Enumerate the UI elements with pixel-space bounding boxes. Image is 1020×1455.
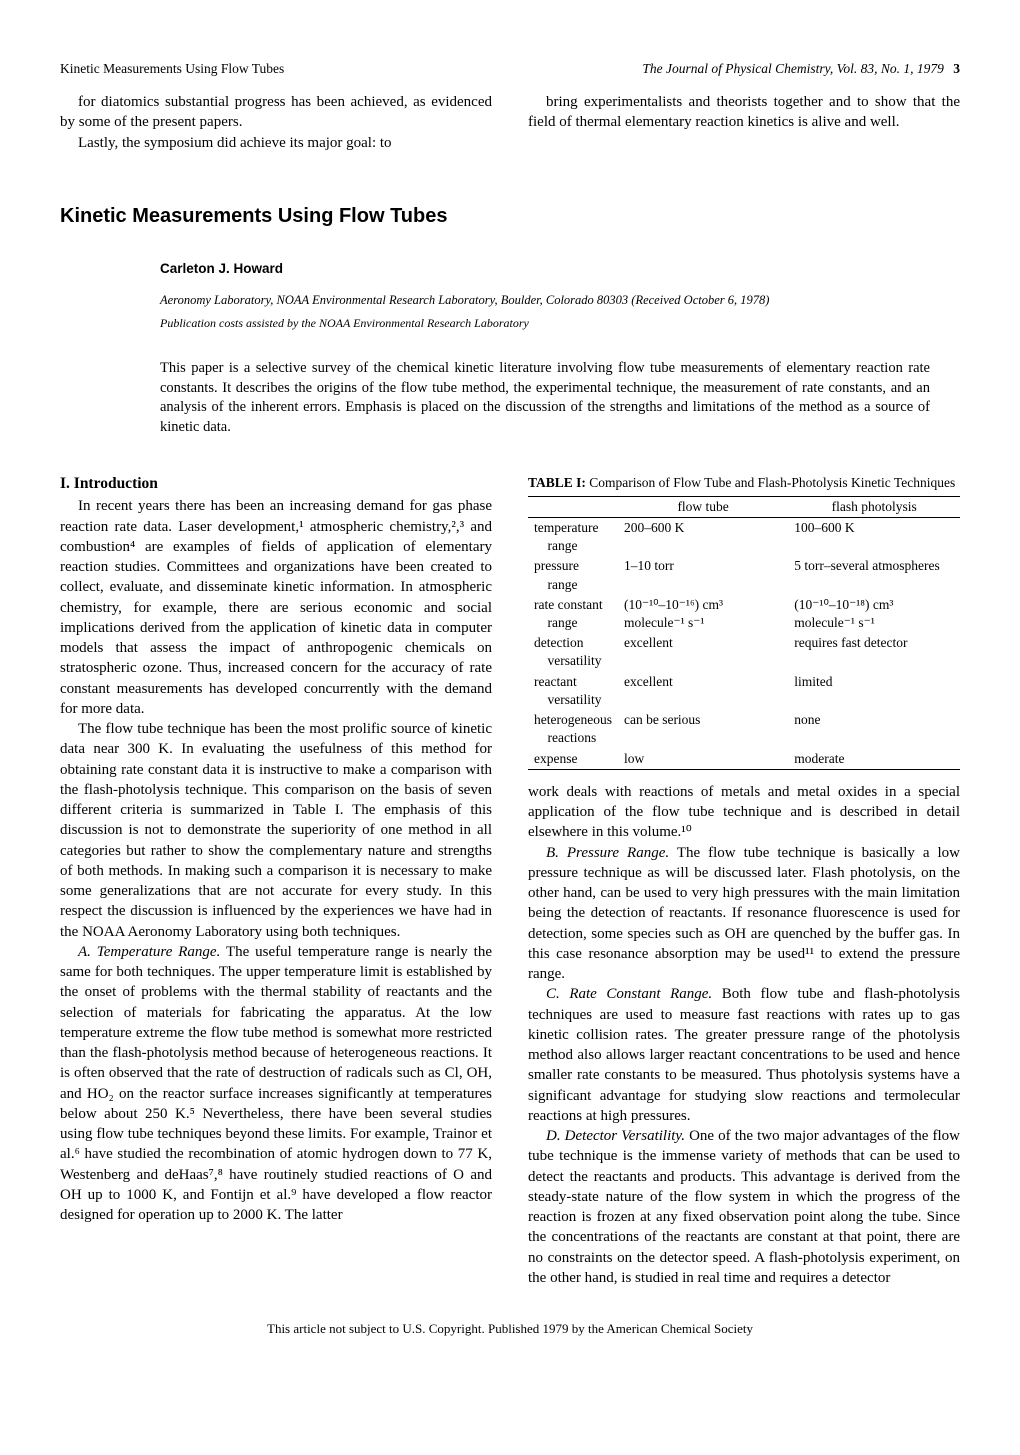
row-label: rate constantrange: [528, 595, 618, 633]
journal-citation: The Journal of Physical Chemistry, Vol. …: [642, 61, 944, 76]
subsection-b-text: The flow tube technique is basically a l…: [528, 845, 960, 983]
table-header-flow: flow tube: [618, 496, 788, 517]
intro-p2: The flow tube technique has been the mos…: [60, 719, 492, 942]
row-flash: limited: [788, 672, 960, 710]
running-title-right: The Journal of Physical Chemistry, Vol. …: [642, 60, 960, 78]
running-title-left: Kinetic Measurements Using Flow Tubes: [60, 60, 284, 78]
row-label: reactantversatility: [528, 672, 618, 710]
row-flow: 200–600 K: [618, 517, 788, 556]
carryover-left-p2: Lastly, the symposium did achieve its ma…: [60, 133, 492, 153]
table-row: detectionversatility excellent requires …: [528, 633, 960, 671]
abstract-text: This paper is a selective survey of the …: [160, 359, 930, 437]
affiliation-line: Aeronomy Laboratory, NOAA Environmental …: [160, 292, 930, 309]
running-header: Kinetic Measurements Using Flow Tubes Th…: [60, 60, 960, 78]
copyright-footer: This article not subject to U.S. Copyrig…: [60, 1320, 960, 1338]
subsection-a-label: A. Temperature Range.: [78, 944, 220, 960]
publication-cost-note: Publication costs assisted by the NOAA E…: [160, 315, 930, 331]
row-flow: (10⁻¹⁰–10⁻¹⁶) cm³ molecule⁻¹ s⁻¹: [618, 595, 788, 633]
subsection-c-label: C. Rate Constant Range.: [546, 986, 712, 1002]
article-title: Kinetic Measurements Using Flow Tubes: [60, 203, 960, 230]
table-header-blank: [528, 496, 618, 517]
subsection-b: B. Pressure Range. The flow tube techniq…: [528, 843, 960, 985]
intro-p3: A. Temperature Range. The useful tempera…: [60, 942, 492, 1226]
table-row: rate constantrange (10⁻¹⁰–10⁻¹⁶) cm³ mol…: [528, 595, 960, 633]
row-flow: 1–10 torr: [618, 556, 788, 594]
row-flow: low: [618, 749, 788, 770]
article-body: I. Introduction In recent years there ha…: [60, 474, 960, 1289]
row-flash: requires fast detector: [788, 633, 960, 671]
carryover-right-p1: bring experimentalists and theorists tog…: [528, 92, 960, 133]
subsection-d: D. Detector Versatility. One of the two …: [528, 1126, 960, 1288]
row-flash: none: [788, 710, 960, 748]
body-left-column: I. Introduction In recent years there ha…: [60, 474, 492, 1289]
table-header-flash: flash photolysis: [788, 496, 960, 517]
author-name: Carleton J. Howard: [160, 260, 930, 278]
row-flash: (10⁻¹⁰–10⁻¹⁸) cm³ molecule⁻¹ s⁻¹: [788, 595, 960, 633]
table-row: reactantversatility excellent limited: [528, 672, 960, 710]
comparison-table: flow tube flash photolysis temperaturera…: [528, 496, 960, 770]
row-flow: excellent: [618, 672, 788, 710]
body-right-column: TABLE I: Comparison of Flow Tube and Fla…: [528, 474, 960, 1289]
article-meta: Carleton J. Howard Aeronomy Laboratory, …: [160, 260, 930, 438]
row-label: expense: [528, 749, 618, 770]
subsection-a-text: The useful temperature range is nearly t…: [60, 944, 492, 1223]
carryover-paragraph-block: for diatomics substantial progress has b…: [60, 92, 960, 153]
row-flash: 5 torr–several atmospheres: [788, 556, 960, 594]
carryover-right-column: bring experimentalists and theorists tog…: [528, 92, 960, 153]
row-flash: moderate: [788, 749, 960, 770]
row-label: heterogeneousreactions: [528, 710, 618, 748]
table-1-label: TABLE I:: [528, 475, 586, 490]
page-number: 3: [953, 61, 960, 76]
row-label: temperaturerange: [528, 517, 618, 556]
table-row: pressurerange 1–10 torr 5 torr–several a…: [528, 556, 960, 594]
subsection-c-text: Both flow tube and flash-photolysis tech…: [528, 986, 960, 1124]
section-1-heading: I. Introduction: [60, 474, 492, 495]
row-flow: can be serious: [618, 710, 788, 748]
subsection-b-label: B. Pressure Range.: [546, 845, 669, 861]
row-flow: excellent: [618, 633, 788, 671]
table-1-caption: TABLE I: Comparison of Flow Tube and Fla…: [528, 474, 960, 492]
table-row: heterogeneousreactions can be serious no…: [528, 710, 960, 748]
table-row: expense low moderate: [528, 749, 960, 770]
carryover-left-column: for diatomics substantial progress has b…: [60, 92, 492, 153]
row-flash: 100–600 K: [788, 517, 960, 556]
table-1-caption-text: Comparison of Flow Tube and Flash-Photol…: [589, 475, 955, 490]
row-label: pressurerange: [528, 556, 618, 594]
row-label: detectionversatility: [528, 633, 618, 671]
subsection-c: C. Rate Constant Range. Both flow tube a…: [528, 984, 960, 1126]
subsection-d-label: D. Detector Versatility.: [546, 1128, 685, 1144]
subsection-d-text: One of the two major advantages of the f…: [528, 1128, 960, 1286]
table-row: temperaturerange 200–600 K 100–600 K: [528, 517, 960, 556]
intro-p1: In recent years there has been an increa…: [60, 496, 492, 719]
carryover-left-p1: for diatomics substantial progress has b…: [60, 92, 492, 133]
right-p-after-table: work deals with reactions of metals and …: [528, 782, 960, 843]
